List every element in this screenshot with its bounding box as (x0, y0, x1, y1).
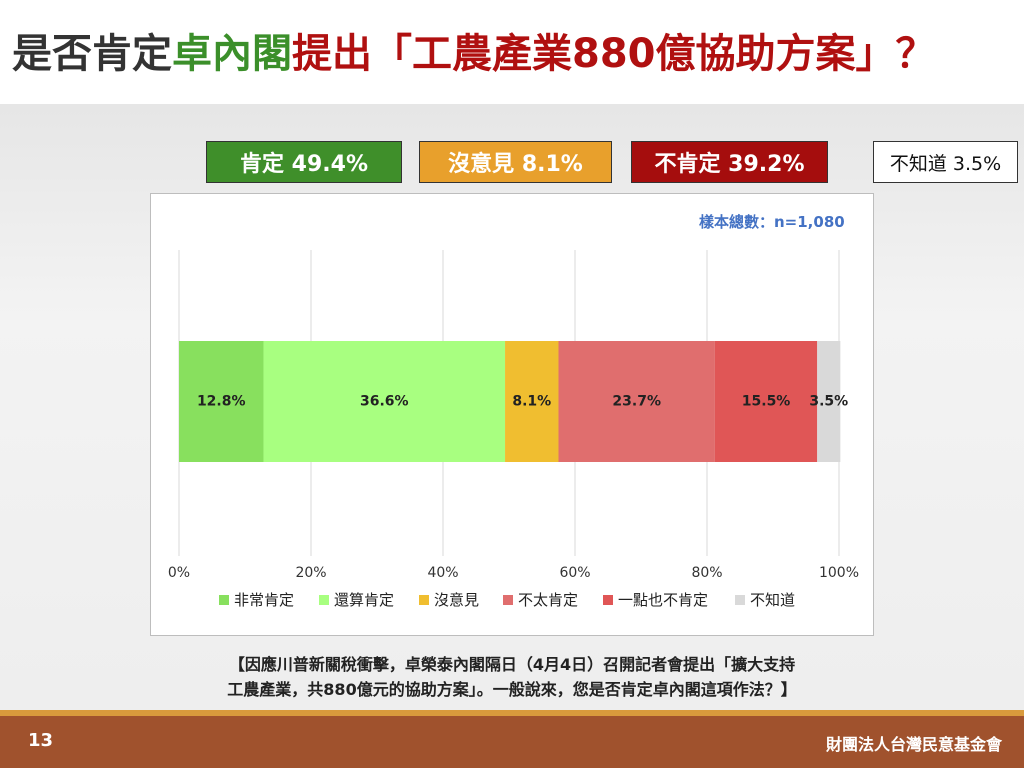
x-tick-label: 60% (559, 565, 590, 581)
legend-label: 還算肯定 (334, 591, 394, 609)
x-tick-label: 100% (819, 565, 859, 581)
legend-swatch (603, 595, 613, 605)
x-tick-label: 40% (427, 565, 458, 581)
title-bar: 是否肯定卓內閣提出「工農產業880億協助方案」？ (0, 0, 1024, 104)
legend-label: 非常肯定 (234, 591, 294, 609)
footer-stripe (0, 710, 1024, 716)
data-label: 12.8% (197, 394, 246, 410)
caption-line-1: 【因應川普新關稅衝擊，卓榮泰內閣隔日（4月4日）召開記者會提出「擴大支持 (228, 655, 796, 674)
summary-box-no-opinion: 沒意見 8.1% (419, 141, 612, 183)
title-part-2: 卓內閣 (172, 31, 292, 77)
organization-name: 財團法人台灣民意基金會 (825, 735, 1002, 754)
summary-box-affirm: 肯定 49.4% (206, 141, 402, 183)
data-label: 8.1% (512, 394, 551, 410)
bar-segment (179, 341, 264, 462)
x-tick-label: 80% (691, 565, 722, 581)
question-caption: 【因應川普新關稅衝擊，卓榮泰內閣隔日（4月4日）召開記者會提出「擴大支持 工農產… (0, 652, 1024, 702)
title-part-1: 是否肯定 (12, 31, 172, 77)
data-label: 36.6% (360, 394, 409, 410)
sample-size-note: 樣本總數：n=1,080 (699, 213, 845, 231)
page-title: 是否肯定卓內閣提出「工農產業880億協助方案」？ (12, 28, 936, 80)
bar-segment (505, 341, 559, 462)
legend-label: 一點也不肯定 (618, 591, 708, 609)
x-tick-label: 0% (168, 565, 190, 581)
bar-segment (817, 341, 841, 462)
legend-swatch (319, 595, 329, 605)
chart-frame: 0% 20% 40% 60% 80% 100% 12.8% 36.6% 8.1% 23.7% 15.… (150, 193, 874, 636)
legend-label: 不太肯定 (518, 591, 578, 609)
legend-swatch (419, 595, 429, 605)
legend-swatch (219, 595, 229, 605)
legend-label: 沒意見 (434, 591, 479, 609)
summary-box-dont-know: 不知道 3.5% (873, 141, 1018, 183)
stacked-bar-chart: 0% 20% 40% 60% 80% 100% 12.8% 36.6% 8.1% 23.7% 15.… (168, 250, 859, 609)
legend-label: 不知道 (750, 591, 795, 609)
caption-line-2: 工農產業，共880億元的協助方案」。一般說來，您是否肯定卓內閣這項作法？】 (227, 680, 797, 699)
x-tick-label: 20% (295, 565, 326, 581)
footer: 13 財團法人台灣民意基金會 (0, 716, 1024, 768)
bar-segment (558, 341, 715, 462)
data-label: 15.5% (742, 394, 791, 410)
data-label: 23.7% (612, 394, 661, 410)
legend-swatch (503, 595, 513, 605)
title-part-3: 提出「工農產業880億協助方案」？ (292, 31, 936, 77)
legend-swatch (735, 595, 745, 605)
summary-box-not-affirm: 不肯定 39.2% (631, 141, 828, 183)
bar-segment (263, 341, 506, 462)
page-number: 13 (28, 730, 54, 751)
data-label: 3.5% (809, 394, 848, 410)
bar-segment (714, 341, 818, 462)
